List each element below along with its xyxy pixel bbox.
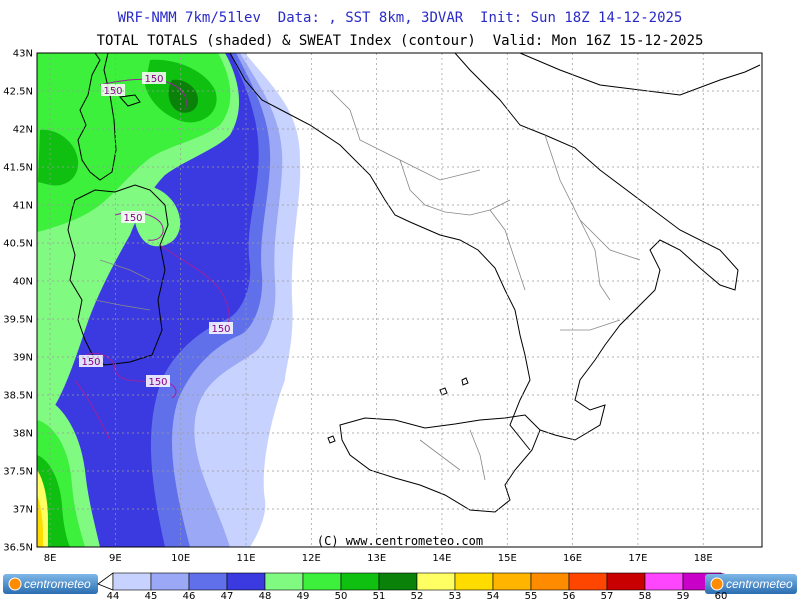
colorbar-cell xyxy=(340,572,380,591)
mainland-tyrrhenian-coast xyxy=(229,53,531,451)
latitude-tick-label: 40.5N xyxy=(3,239,33,250)
colorbar-label: 45 xyxy=(145,591,158,600)
colorbar-label: 50 xyxy=(335,591,348,600)
colorbar-cell xyxy=(530,572,570,591)
colorbar-label: 56 xyxy=(563,591,576,600)
longitude-tick-label: 11E xyxy=(236,553,255,564)
latitude-tick-label: 39.5N xyxy=(3,315,33,326)
latitude-tick-label: 37.5N xyxy=(3,467,33,478)
adriatic-islands xyxy=(519,53,761,96)
colorbar-cell xyxy=(112,572,152,591)
colorbar-label: 49 xyxy=(297,591,310,600)
colorbar-cell xyxy=(264,572,304,591)
graticule xyxy=(37,53,762,547)
contour-label-5: 150 xyxy=(81,357,100,368)
colorbar-label: 57 xyxy=(601,591,614,600)
colorbar-label: 47 xyxy=(221,591,234,600)
latitude-tick-label: 42.5N xyxy=(3,87,33,98)
colorbar-cell xyxy=(226,572,266,591)
italy-east-coast xyxy=(454,53,739,441)
aeolian-islands xyxy=(439,377,469,396)
longitude-tick-label: 18E xyxy=(694,553,713,564)
colorbar-label: 48 xyxy=(259,591,272,600)
colorbar-label: 52 xyxy=(411,591,424,600)
contour-label-2: 150 xyxy=(103,86,122,97)
longitude-tick-label: 13E xyxy=(367,553,386,564)
sweat-contour-southwest xyxy=(74,379,111,441)
egadi-islands xyxy=(327,435,336,444)
longitude-tick-label: 17E xyxy=(628,553,647,564)
logo-right-text: centrometeo xyxy=(726,577,793,591)
latitude-tick-label: 38.5N xyxy=(3,391,33,402)
longitude-labels: 8E 9E 10E 11E 12E 13E 14E 15E 16E 17E 18E xyxy=(44,553,713,564)
logo-right-icon xyxy=(710,577,724,591)
longitude-tick-label: 16E xyxy=(563,553,582,564)
plot-frame xyxy=(36,52,763,548)
longitude-tick-label: 8E xyxy=(44,553,57,564)
colorbar-cell xyxy=(568,572,608,591)
latitude-tick-label: 41.5N xyxy=(3,163,33,174)
colorbar-label: 59 xyxy=(677,591,690,600)
colorbar-cell xyxy=(302,572,342,591)
chart-title-line1: WRF-NMM 7km/51lev Data: , SST 8km, 3DVAR… xyxy=(117,10,683,26)
copyright-text: (C) www.centrometeo.com xyxy=(317,534,483,548)
latitude-tick-label: 36.5N xyxy=(3,543,33,554)
coastlines xyxy=(67,53,761,513)
corsica-coast xyxy=(77,53,117,181)
contour-label-4: 150 xyxy=(211,324,230,335)
latitude-tick-label: 37N xyxy=(13,505,33,516)
contour-label-group: 150 150 150 150 150 150 xyxy=(79,72,233,388)
logo-left-icon xyxy=(8,577,22,591)
latitude-tick-label: 38N xyxy=(13,429,33,440)
colorbar-label: 51 xyxy=(373,591,386,600)
colorbar-label: 44 xyxy=(107,591,120,600)
latitude-tick-label: 43N xyxy=(13,49,33,60)
logo-right xyxy=(705,574,797,594)
colorbar-label: 58 xyxy=(639,591,652,600)
latitude-tick-label: 39N xyxy=(13,353,33,364)
sardinia-coast xyxy=(67,184,169,366)
longitude-tick-label: 14E xyxy=(432,553,451,564)
longitude-tick-label: 10E xyxy=(171,553,190,564)
colorbar-cell xyxy=(150,572,190,591)
logo-left xyxy=(3,574,98,594)
longitude-tick-label: 12E xyxy=(302,553,321,564)
colorbar-label: 60 xyxy=(715,591,728,600)
tt-51-region xyxy=(168,79,198,113)
colorbar-cell xyxy=(492,572,532,591)
contour-label-1: 150 xyxy=(144,74,163,85)
colorbar-label: 54 xyxy=(487,591,500,600)
colorbar-label: 46 xyxy=(183,591,196,600)
elba-island xyxy=(119,94,141,107)
total-totals-shading xyxy=(37,53,301,547)
tt-48-region-sardinia-east xyxy=(134,185,181,247)
latitude-tick-label: 42N xyxy=(13,125,33,136)
colorbar-cell xyxy=(378,572,418,591)
longitude-tick-label: 15E xyxy=(498,553,517,564)
contour-label-6: 150 xyxy=(148,377,167,388)
colorbar-cell xyxy=(188,572,228,591)
colorbar-cell xyxy=(416,572,456,591)
longitude-tick-label: 9E xyxy=(109,553,122,564)
colorbar-cell xyxy=(644,572,684,591)
logo-left-text: centrometeo xyxy=(24,577,91,591)
sweat-contour-south xyxy=(84,353,177,399)
latitude-tick-label: 41N xyxy=(13,201,33,212)
chart-title-line2: TOTAL TOTALS (shaded) & SWEAT Index (con… xyxy=(96,33,704,49)
colorbar: centrometeo centrometeo 44 45 46 47 48 49 50 51… xyxy=(0,572,800,600)
colorbar-label: 53 xyxy=(449,591,462,600)
colorbar-label: 55 xyxy=(525,591,538,600)
region-borders xyxy=(94,89,641,481)
latitude-labels: 43N 42.5N 42N 41.5N 41N 40.5N 40N 39.5N 39N 38.5N… xyxy=(3,49,33,554)
tt-50-region-west xyxy=(38,129,79,186)
tt-53-region xyxy=(37,495,43,547)
latitude-tick-label: 40N xyxy=(13,277,33,288)
contour-label-3: 150 xyxy=(123,213,142,224)
sicily-coast xyxy=(339,414,541,513)
colorbar-cell xyxy=(606,572,646,591)
colorbar-cell xyxy=(454,572,494,591)
